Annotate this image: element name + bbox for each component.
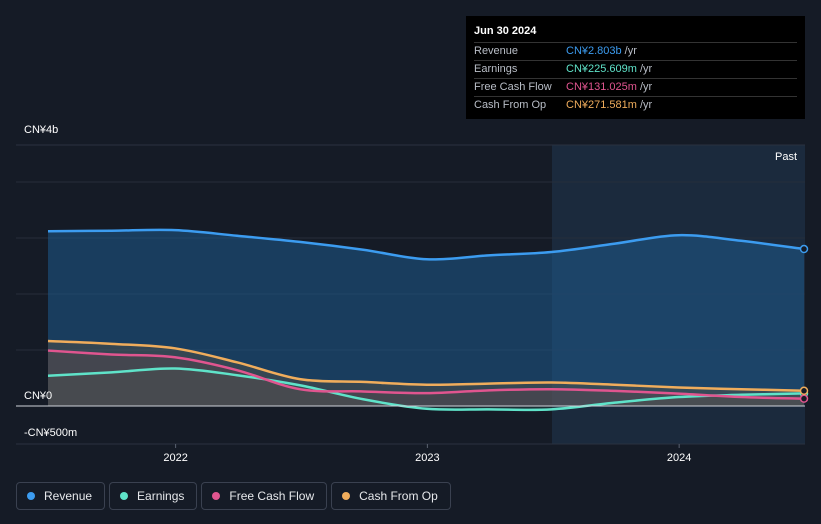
endpoint-cash-from-op (799, 386, 809, 396)
line-earnings (47, 367, 805, 412)
legend-label: Revenue (44, 489, 93, 503)
tooltip-label: Free Cash Flow (474, 81, 552, 93)
tooltip-unit: /yr (639, 81, 653, 93)
legend-item-revenue[interactable]: Revenue (16, 482, 106, 510)
tooltip-label: Revenue (474, 45, 519, 57)
tooltip-date: Jun 30 2024 (474, 24, 797, 43)
tooltip-row-revenue: Revenue CN¥2.803b /yr (474, 43, 797, 61)
tooltip-label: Earnings (474, 63, 518, 75)
x-tick-label: 2022 (163, 452, 187, 464)
tooltip-row-cash-from-op: Cash From Op CN¥271.581m /yr (474, 97, 797, 114)
past-label: Past (775, 151, 797, 163)
legend-item-cash-from-op[interactable]: Cash From Op (331, 482, 451, 510)
area-free-cash-flow (48, 350, 804, 406)
tooltip-value: CN¥2.803b (566, 45, 622, 57)
tooltip-panel: Jun 30 2024 Revenue CN¥2.803b /yr Earnin… (466, 16, 805, 119)
legend-item-free-cash-flow[interactable]: Free Cash Flow (201, 482, 328, 510)
x-tick-label: 2023 (415, 452, 439, 464)
legend-label: Free Cash Flow (229, 489, 315, 503)
endpoint-revenue (799, 244, 809, 254)
area-earnings (48, 368, 804, 410)
legend-dot-icon (342, 492, 351, 500)
tooltip-row-earnings: Earnings CN¥225.609m /yr (474, 61, 797, 79)
series-endpoints (799, 244, 809, 403)
line-revenue (47, 228, 805, 261)
legend-dot-icon (27, 492, 35, 500)
y-tick-label: -CN¥500m (24, 427, 77, 439)
legend-dot-icon (212, 492, 221, 500)
legend-label: Cash From Op (359, 489, 438, 503)
x-tick-label: 2024 (667, 452, 691, 464)
legend-label: Earnings (137, 489, 185, 503)
line-cash-from-op (47, 339, 805, 393)
legend-dot-icon (120, 492, 129, 500)
line-free-cash-flow (47, 349, 805, 400)
tooltip-unit: /yr (624, 45, 637, 57)
legend-item-earnings[interactable]: Earnings (109, 482, 198, 510)
chart-legend: Revenue Earnings Free Cash Flow Cash Fro… (16, 482, 451, 510)
tooltip-unit: /yr (639, 99, 653, 111)
tooltip-label: Cash From Op (474, 99, 547, 111)
endpoint-free-cash-flow (799, 394, 809, 403)
y-tick-label: CN¥0 (24, 390, 52, 402)
series-lines (16, 228, 805, 412)
tooltip-row-free-cash-flow: Free Cash Flow CN¥131.025m /yr (474, 79, 797, 97)
tooltip-value: CN¥131.025m (566, 81, 637, 93)
y-tick-label: CN¥4b (24, 124, 58, 136)
tooltip-unit: /yr (639, 63, 653, 75)
series-areas (48, 229, 804, 410)
tooltip-value: CN¥271.581m (566, 99, 637, 111)
tooltip-value: CN¥225.609m (566, 63, 637, 75)
axis-labels: CN¥4b CN¥0 -CN¥500m 2022 2023 2024 Past (24, 124, 797, 464)
